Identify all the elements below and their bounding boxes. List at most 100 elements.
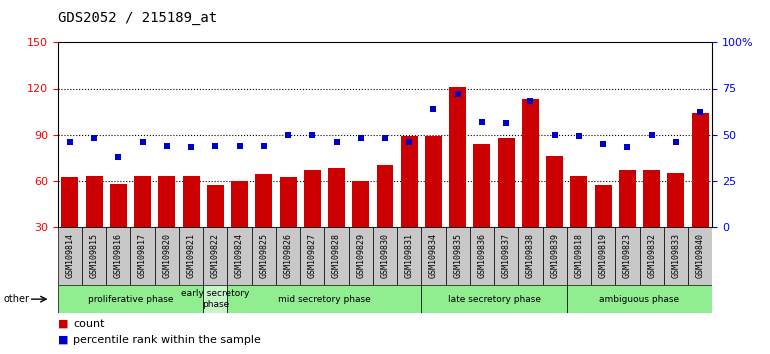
- Text: GSM109819: GSM109819: [598, 233, 608, 278]
- Bar: [571, 176, 588, 227]
- Bar: [82, 227, 106, 285]
- Text: GSM109826: GSM109826: [283, 233, 293, 278]
- Point: [524, 98, 537, 104]
- Point: [112, 154, 125, 159]
- Text: proliferative phase: proliferative phase: [88, 295, 173, 304]
- Text: GSM109838: GSM109838: [526, 233, 535, 278]
- Bar: [207, 185, 224, 227]
- Point: [645, 132, 658, 137]
- Bar: [688, 227, 712, 285]
- Text: GSM109839: GSM109839: [551, 233, 559, 278]
- Text: GSM109833: GSM109833: [671, 233, 681, 278]
- Bar: [664, 227, 688, 285]
- Bar: [130, 227, 155, 285]
- Bar: [85, 176, 102, 227]
- Text: GSM109824: GSM109824: [235, 233, 244, 278]
- Bar: [280, 177, 296, 227]
- Text: GSM109834: GSM109834: [429, 233, 438, 278]
- Bar: [543, 227, 567, 285]
- Point: [621, 144, 634, 150]
- Text: ■: ■: [58, 335, 69, 345]
- Text: GSM109828: GSM109828: [332, 233, 341, 278]
- Bar: [155, 227, 179, 285]
- Bar: [182, 176, 199, 227]
- Point: [209, 143, 222, 148]
- Bar: [252, 227, 276, 285]
- Bar: [615, 227, 640, 285]
- Bar: [231, 181, 248, 227]
- Point: [233, 143, 246, 148]
- Point: [330, 139, 343, 145]
- Bar: [349, 227, 373, 285]
- Bar: [304, 170, 321, 227]
- Bar: [58, 285, 203, 313]
- Bar: [546, 156, 563, 227]
- Bar: [518, 227, 543, 285]
- Text: GSM109820: GSM109820: [162, 233, 172, 278]
- Text: GSM109825: GSM109825: [259, 233, 268, 278]
- Text: GDS2052 / 215189_at: GDS2052 / 215189_at: [58, 11, 217, 25]
- Point: [88, 135, 100, 141]
- Bar: [474, 144, 490, 227]
- Text: GSM109816: GSM109816: [114, 233, 123, 278]
- Bar: [643, 170, 660, 227]
- Bar: [668, 173, 685, 227]
- Text: count: count: [73, 319, 105, 329]
- Text: GSM109837: GSM109837: [502, 233, 511, 278]
- Bar: [276, 227, 300, 285]
- Point: [185, 144, 197, 150]
- Bar: [425, 136, 442, 227]
- Text: GSM109815: GSM109815: [89, 233, 99, 278]
- Point: [694, 110, 706, 115]
- Text: GSM109821: GSM109821: [186, 233, 196, 278]
- Point: [136, 139, 149, 145]
- Text: GSM109817: GSM109817: [138, 233, 147, 278]
- Point: [500, 121, 512, 126]
- Point: [161, 143, 173, 148]
- Bar: [256, 175, 273, 227]
- Bar: [62, 177, 79, 227]
- Point: [379, 135, 391, 141]
- Bar: [159, 176, 176, 227]
- Bar: [522, 99, 539, 227]
- Text: GSM109835: GSM109835: [454, 233, 462, 278]
- Bar: [400, 136, 417, 227]
- Bar: [203, 227, 227, 285]
- Text: GSM109818: GSM109818: [574, 233, 584, 278]
- Point: [64, 139, 76, 145]
- Point: [548, 132, 561, 137]
- Bar: [567, 227, 591, 285]
- Text: GSM109836: GSM109836: [477, 233, 487, 278]
- Bar: [449, 87, 466, 227]
- Text: GSM109829: GSM109829: [357, 233, 365, 278]
- Bar: [328, 168, 345, 227]
- Bar: [110, 184, 127, 227]
- Bar: [227, 285, 421, 313]
- Bar: [373, 227, 397, 285]
- Bar: [203, 285, 227, 313]
- Bar: [567, 285, 712, 313]
- Bar: [470, 227, 494, 285]
- Text: early secretory
phase: early secretory phase: [181, 290, 249, 309]
- Text: other: other: [4, 294, 30, 304]
- Point: [403, 139, 415, 145]
- Text: ■: ■: [58, 319, 69, 329]
- Text: GSM109840: GSM109840: [695, 233, 705, 278]
- Bar: [594, 185, 611, 227]
- Bar: [134, 176, 151, 227]
- Point: [306, 132, 319, 137]
- Bar: [324, 227, 349, 285]
- Text: GSM109822: GSM109822: [211, 233, 219, 278]
- Text: ambiguous phase: ambiguous phase: [600, 295, 680, 304]
- Point: [670, 139, 682, 145]
- Bar: [497, 138, 514, 227]
- Point: [258, 143, 270, 148]
- Text: GSM109832: GSM109832: [647, 233, 656, 278]
- Point: [451, 91, 464, 97]
- Bar: [58, 227, 82, 285]
- Text: mid secretory phase: mid secretory phase: [278, 295, 371, 304]
- Bar: [397, 227, 421, 285]
- Bar: [421, 227, 446, 285]
- Bar: [106, 227, 130, 285]
- Text: GSM109823: GSM109823: [623, 233, 632, 278]
